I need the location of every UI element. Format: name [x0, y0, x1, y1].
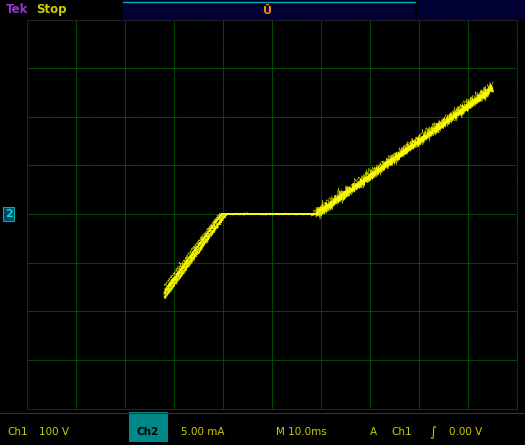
Text: M 10.0ms: M 10.0ms	[276, 427, 327, 437]
Text: 5.00 mA: 5.00 mA	[181, 427, 225, 437]
Text: Tek: Tek	[6, 3, 29, 16]
Text: Ch1: Ch1	[8, 427, 28, 437]
Text: Ch1: Ch1	[391, 427, 412, 437]
Text: 0.00 V: 0.00 V	[449, 427, 482, 437]
Bar	[123, 0, 415, 20]
Bar	[417, 0, 525, 20]
Bar	[129, 412, 168, 442]
Text: Ū: Ū	[263, 6, 272, 16]
Text: Stop: Stop	[36, 3, 66, 16]
Text: 100 V: 100 V	[39, 427, 69, 437]
Text: ∫: ∫	[429, 426, 436, 439]
Text: A: A	[370, 427, 377, 437]
Text: Ch2: Ch2	[137, 427, 159, 437]
Text: 2: 2	[5, 209, 13, 219]
